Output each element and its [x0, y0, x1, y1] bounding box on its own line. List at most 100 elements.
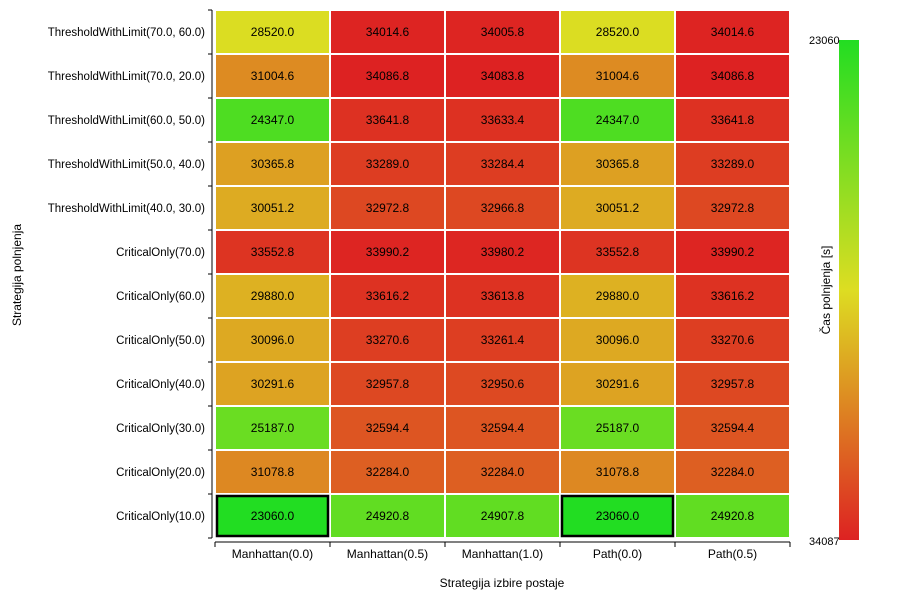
cell-value-label: 34083.8: [481, 69, 525, 83]
heatmap-cell-labels: 28520.0 34014.6 34005.8 28520.0 34014.6 31004…: [251, 25, 755, 523]
heatmap-cell: [329, 185, 446, 231]
cell-value-label: 23060.0: [251, 509, 295, 523]
heatmap-cell: [214, 141, 331, 187]
heatmap-cell: [674, 361, 791, 407]
y-tick-label: CriticalOnly(40.0): [116, 379, 205, 391]
cell-value-label: 33990.2: [366, 245, 410, 259]
heatmap-cell: [674, 493, 791, 539]
heatmap-cell: [329, 361, 446, 407]
cell-value-label: 33289.0: [366, 157, 410, 171]
cell-value-label: 30291.6: [596, 377, 640, 391]
y-tick-label: ThresholdWithLimit(40.0, 30.0): [48, 203, 205, 215]
heatmap-cell: [559, 141, 676, 187]
x-tick-label: Path(0.0): [593, 547, 642, 561]
cell-value-label: 23060.0: [596, 509, 640, 523]
cell-value-label: 31004.6: [596, 69, 640, 83]
cell-value-label: 33980.2: [481, 245, 525, 259]
cell-value-label: 33616.2: [711, 289, 755, 303]
heatmap-cell: [329, 9, 446, 55]
cell-value-label: 32284.0: [711, 465, 755, 479]
y-tick-label: CriticalOnly(20.0): [116, 467, 205, 479]
cell-value-label: 29880.0: [596, 289, 640, 303]
cell-value-label: 34014.6: [366, 25, 410, 39]
heatmap-cell: [329, 493, 446, 539]
y-tick-label: ThresholdWithLimit(70.0, 20.0): [48, 71, 205, 83]
cell-value-label: 34005.8: [481, 25, 525, 39]
cell-value-label: 30051.2: [251, 201, 295, 215]
cell-value-label: 34086.8: [711, 69, 755, 83]
heatmap-cell: [214, 9, 331, 55]
heatmap-cell: [559, 449, 676, 495]
cell-value-label: 32966.8: [481, 201, 525, 215]
cell-value-label: 25187.0: [596, 421, 640, 435]
colorbar-title: Čas polnjenja [s]: [818, 246, 833, 335]
heatmap-cell: [214, 493, 331, 539]
cell-value-label: 33270.6: [366, 333, 410, 347]
cell-value-label: 31078.8: [251, 465, 295, 479]
cell-value-label: 28520.0: [251, 25, 295, 39]
heatmap-cell: [329, 317, 446, 363]
cell-value-label: 33270.6: [711, 333, 755, 347]
heatmap-cell: [674, 53, 791, 99]
cell-value-label: 24347.0: [251, 113, 295, 127]
cell-value-label: 34014.6: [711, 25, 755, 39]
cell-value-label: 24920.8: [366, 509, 410, 523]
cell-value-label: 30051.2: [596, 201, 640, 215]
heatmap-cell: [214, 449, 331, 495]
cell-value-label: 32957.8: [711, 377, 755, 391]
cell-value-label: 33641.8: [711, 113, 755, 127]
cell-value-label: 33552.8: [596, 245, 640, 259]
x-axis-title: Strategija izbire postaje: [440, 576, 565, 590]
heatmap-cell: [559, 405, 676, 451]
y-axis-title: Strategija polnjenja: [10, 224, 24, 326]
cell-value-label: 33552.8: [251, 245, 295, 259]
cell-value-label: 31078.8: [596, 465, 640, 479]
colorbar-max-label: 34087: [809, 536, 840, 548]
heatmap-cell: [674, 229, 791, 275]
cell-value-label: 30096.0: [596, 333, 640, 347]
y-tick-label: CriticalOnly(30.0): [116, 423, 205, 435]
heatmap-cell: [329, 229, 446, 275]
x-tick-label: Manhattan(0.5): [347, 547, 428, 561]
heatmap-cell: [559, 97, 676, 143]
x-tick-label: Manhattan(1.0): [462, 547, 543, 561]
y-tick-label: CriticalOnly(10.0): [116, 511, 205, 523]
cell-value-label: 30096.0: [251, 333, 295, 347]
cell-value-label: 32950.6: [481, 377, 525, 391]
heatmap-cell: [559, 229, 676, 275]
cell-value-label: 32594.4: [711, 421, 755, 435]
heatmap-cells: [214, 9, 791, 539]
cell-value-label: 30365.8: [251, 157, 295, 171]
colorbar-min-label: 23060: [809, 35, 840, 47]
heatmap-cell: [214, 185, 331, 231]
heatmap-cell: [214, 405, 331, 451]
cell-value-label: 33261.4: [481, 333, 525, 347]
y-tick-label: ThresholdWithLimit(50.0, 40.0): [48, 159, 205, 171]
cell-value-label: 24920.8: [711, 509, 755, 523]
cell-value-label: 33633.4: [481, 113, 525, 127]
cell-value-label: 30365.8: [596, 157, 640, 171]
cell-value-label: 24347.0: [596, 113, 640, 127]
cell-value-label: 33289.0: [711, 157, 755, 171]
heatmap-cell: [559, 493, 676, 539]
cell-value-label: 33616.2: [366, 289, 410, 303]
cell-value-label: 25187.0: [251, 421, 295, 435]
heatmap-cell: [444, 185, 561, 231]
heatmap-cell: [444, 449, 561, 495]
heatmap-cell: [674, 449, 791, 495]
y-tick-label: CriticalOnly(70.0): [116, 247, 205, 259]
cell-value-label: 34086.8: [366, 69, 410, 83]
heatmap-cell: [214, 273, 331, 319]
y-tick-label: ThresholdWithLimit(70.0, 60.0): [48, 27, 205, 39]
heatmap-cell: [329, 97, 446, 143]
heatmap-cell: [329, 141, 446, 187]
y-tick-label: CriticalOnly(50.0): [116, 335, 205, 347]
cell-value-label: 24907.8: [481, 509, 525, 523]
x-tick-label: Manhattan(0.0): [232, 547, 313, 561]
heatmap-cell: [444, 53, 561, 99]
heatmap-axes: ThresholdWithLimit(70.0, 60.0) ThresholdW…: [48, 9, 791, 561]
cell-value-label: 32594.4: [366, 421, 410, 435]
heatmap-cell: [444, 405, 561, 451]
colorbar: [839, 40, 859, 540]
